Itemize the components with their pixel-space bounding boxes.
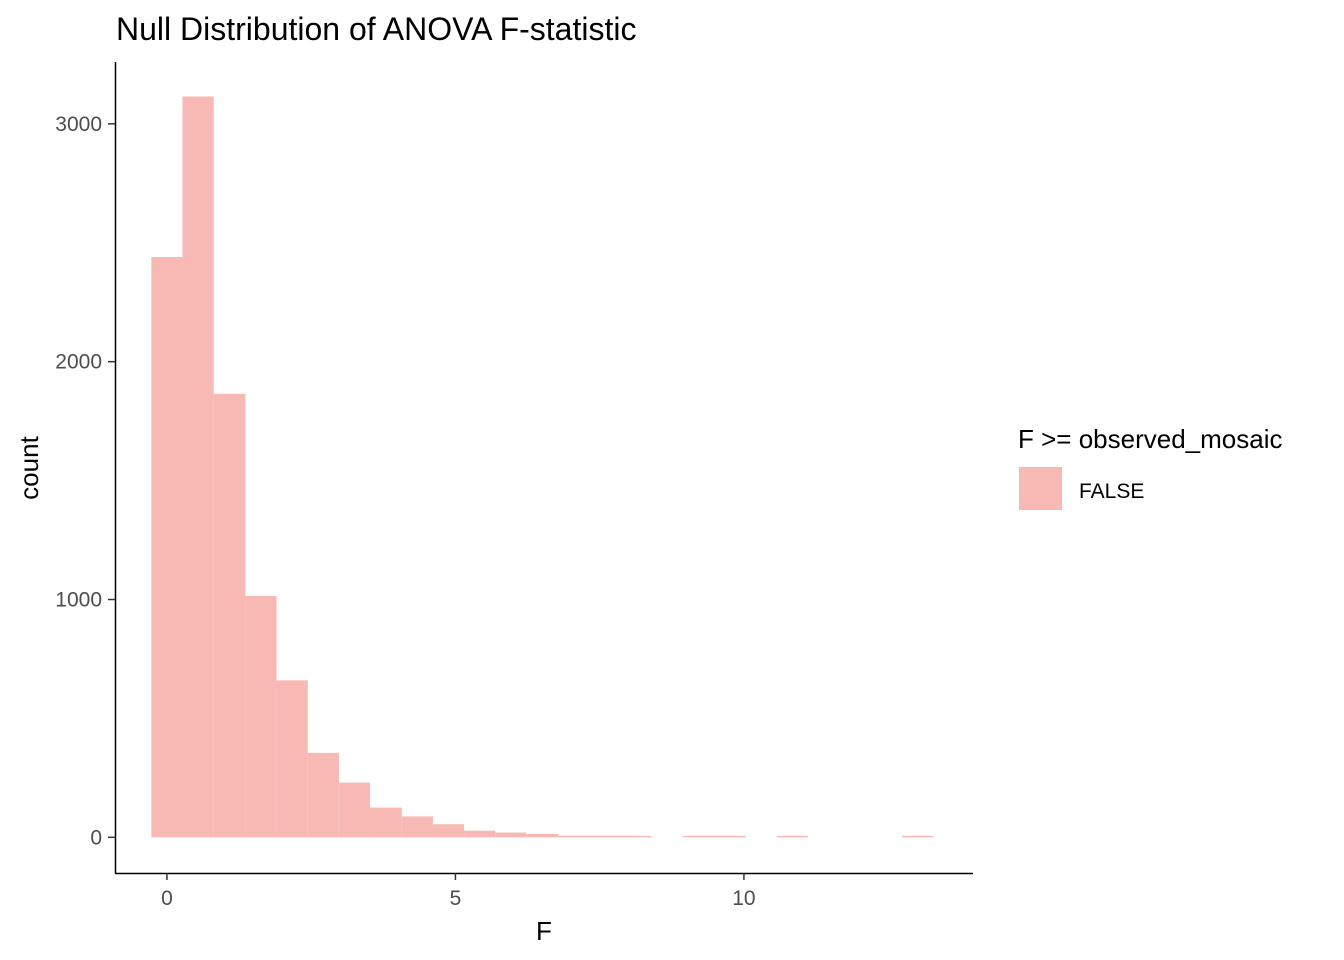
legend-swatch-false <box>1019 467 1062 510</box>
histogram-bar-8 <box>401 816 433 838</box>
x-tick-label-1: 5 <box>450 887 462 910</box>
histogram-bar-5 <box>307 752 339 838</box>
y-ticks-group: 0 1000 2000 3000 <box>55 113 115 849</box>
y-tick-label-0: 0 <box>90 826 102 849</box>
histogram-bar-15 <box>620 835 652 838</box>
histogram-bar-12 <box>526 833 559 838</box>
histogram-bar-14 <box>589 835 621 838</box>
histogram-bar-3 <box>245 595 277 838</box>
legend-label-false: FALSE <box>1079 480 1144 503</box>
y-tick-label-1: 1000 <box>55 588 102 611</box>
chart-title: Null Distribution of ANOVA F-statistic <box>116 11 636 47</box>
y-tick-label-3: 3000 <box>55 113 102 136</box>
x-tick-label-0: 0 <box>161 887 173 910</box>
histogram-bar-6 <box>338 782 371 838</box>
x-axis-label: F <box>536 916 552 946</box>
x-ticks-group: 0 5 10 <box>161 873 756 910</box>
legend-title: F >= observed_mosaic <box>1018 424 1282 454</box>
y-tick-label-2: 2000 <box>55 351 102 374</box>
histogram-bar-20 <box>776 835 808 838</box>
x-tick-label-2: 10 <box>732 887 755 910</box>
histogram-bar-9 <box>432 824 465 838</box>
histogram-bar-18 <box>714 835 746 838</box>
histogram-bar-13 <box>558 835 590 838</box>
histogram-bar-10 <box>464 830 496 838</box>
histogram-bar-17 <box>682 835 715 838</box>
histogram-bar-24 <box>902 835 934 838</box>
histogram-bar-0 <box>151 257 183 838</box>
y-axis-label: count <box>14 435 44 499</box>
bars-group <box>151 96 934 838</box>
histogram-bar-2 <box>213 393 246 838</box>
histogram-bar-1 <box>182 96 214 838</box>
legend: F >= observed_mosaic FALSE <box>1018 424 1282 510</box>
histogram-bar-4 <box>276 680 308 838</box>
histogram-bar-7 <box>370 807 402 838</box>
histogram-bar-11 <box>495 832 527 838</box>
